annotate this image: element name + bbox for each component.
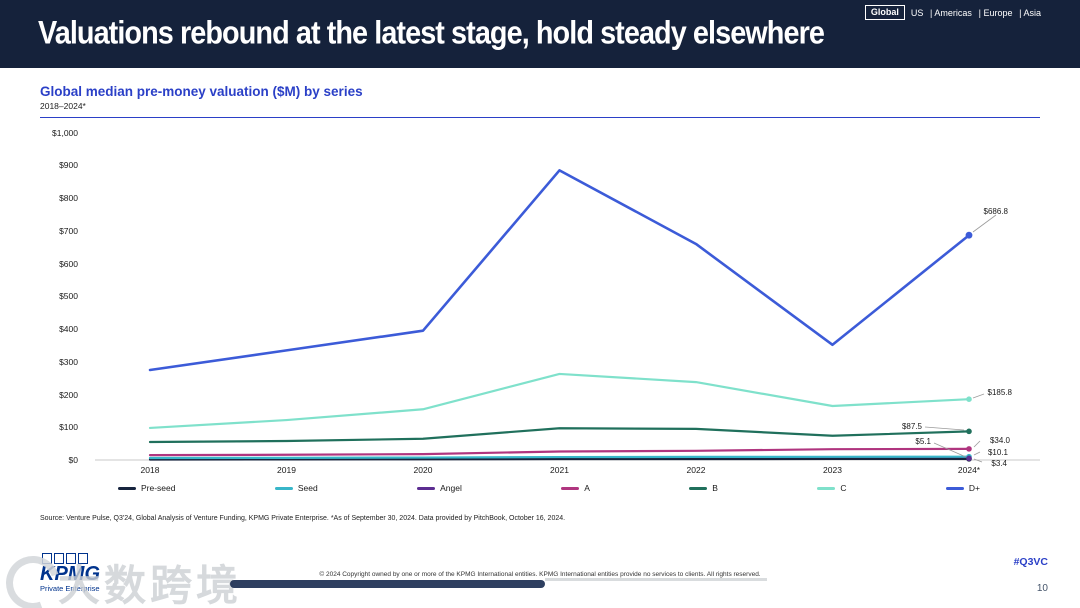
header-bar: Valuations rebound at the latest stage, … (0, 0, 1080, 68)
y-axis-tick: $400 (59, 324, 78, 335)
region-tabs: Global US Americas Europe Asia (864, 5, 1050, 20)
legend-item-b: B (689, 483, 718, 493)
tab-asia[interactable]: Asia (1023, 7, 1041, 18)
legend-item-a: A (561, 483, 590, 493)
legend-item-c: C (817, 483, 846, 493)
legend-label: A (584, 483, 590, 493)
value-label-pre-seed: $3.4 (991, 459, 1007, 468)
x-axis-tick: 2024* (957, 465, 981, 475)
legend-swatch (274, 486, 293, 490)
value-label-b: $87.5 (901, 422, 922, 431)
kpmg-logo-subtext: Private Enterprise (40, 584, 100, 593)
source-note: Source: Venture Pulse, Q3'24, Global Ana… (40, 515, 566, 522)
x-axis-tick: 2019 (277, 465, 296, 475)
y-axis-tick: $600 (59, 258, 78, 269)
endpoint-marker-b (966, 428, 972, 435)
series-line-b (148, 427, 971, 444)
series-line-dplus (148, 169, 971, 372)
legend-swatch (561, 486, 580, 490)
legend-item-angel: Angel (417, 483, 462, 493)
x-axis-tick: 2018 (140, 465, 160, 475)
x-axis-tick: 2021 (550, 465, 569, 475)
kpmg-logo-blocks (42, 553, 100, 564)
tab-global-active[interactable]: Global (864, 5, 905, 20)
y-axis-tick: $900 (59, 160, 78, 171)
legend-label: Seed (297, 483, 318, 493)
y-axis-tick: $800 (59, 193, 78, 204)
legend-swatch (817, 486, 836, 490)
value-label-a: $34.0 (989, 436, 1010, 445)
chart-legend: Pre-seed Seed Angel A B C D+ (118, 483, 980, 493)
x-axis-tick: 2023 (823, 465, 842, 475)
legend-swatch (118, 486, 136, 490)
y-axis-tick: $700 (59, 225, 78, 236)
value-label-c: $185.8 (987, 388, 1012, 397)
value-label-angel: $5.1 (915, 437, 931, 446)
legend-label: Angel (440, 483, 462, 493)
tab-europe[interactable]: Europe (983, 8, 1021, 18)
y-axis-tick: $100 (59, 422, 78, 433)
chart-title: Global median pre-money valuation ($M) b… (40, 84, 363, 99)
tab-us[interactable]: US (911, 8, 933, 18)
title-divider (40, 117, 1040, 118)
page-number: 10 (1036, 583, 1048, 594)
page-title: Valuations rebound at the latest stage, … (38, 14, 825, 51)
y-axis-tick: $500 (59, 291, 78, 302)
legend-item-pre-seed: Pre-seed (118, 483, 176, 493)
kpmg-logo: KPMG Private Enterprise (40, 553, 100, 593)
legend-label: Pre-seed (141, 483, 176, 493)
legend-label: C (840, 483, 847, 493)
y-axis-tick: $0 (68, 455, 78, 465)
endpoint-marker-a (966, 446, 972, 452)
endpoint-marker-c (966, 396, 972, 402)
y-axis-tick: $200 (59, 389, 78, 400)
legend-label: B (712, 483, 718, 493)
tab-americas[interactable]: Americas (934, 8, 981, 18)
legend-item-dplus: D+ (945, 483, 980, 493)
value-label-seed: $10.1 (987, 448, 1008, 457)
x-axis-tick: 2022 (686, 465, 706, 475)
value-label-dplus: $686.8 (983, 207, 1008, 216)
y-axis-tick: $1,000 (52, 127, 78, 138)
series-line-seed (148, 455, 971, 460)
chart-subtitle: 2018–2024* (40, 101, 86, 111)
endpoint-marker-angel (966, 455, 972, 462)
copyright-text: © 2024 Copyright owned by one or more of… (319, 571, 761, 578)
hashtag-label: #Q3VC (1013, 556, 1048, 568)
y-axis-tick: $300 (59, 356, 78, 367)
x-axis-tick: 2020 (413, 465, 433, 475)
series-line-a (148, 447, 971, 457)
series-line-pre-seed (148, 457, 971, 461)
series-line-c (148, 372, 971, 430)
kpmg-logo-text: KPMG (40, 563, 100, 585)
legend-swatch (689, 486, 708, 490)
endpoint-marker-dplus (965, 231, 973, 239)
legend-swatch (945, 486, 964, 490)
legend-item-seed: Seed (274, 483, 318, 493)
legend-swatch (417, 486, 436, 490)
legend-label: D+ (968, 483, 980, 493)
